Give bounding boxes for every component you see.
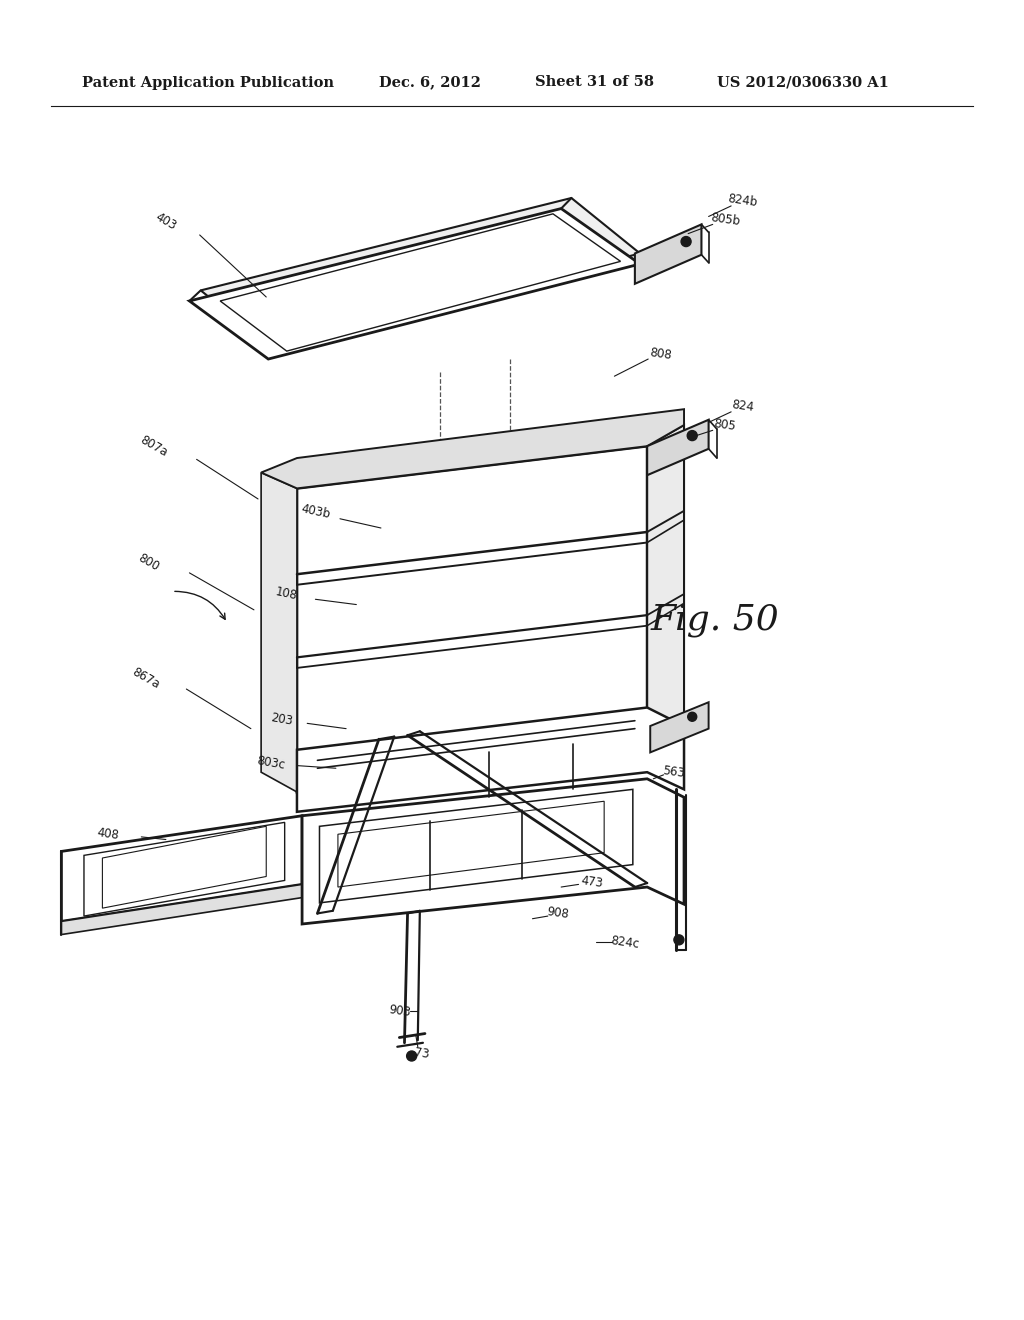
Polygon shape (261, 473, 297, 792)
Text: 807a: 807a (137, 433, 170, 459)
Text: Patent Application Publication: Patent Application Publication (82, 75, 334, 90)
Text: 824c: 824c (609, 935, 640, 950)
Text: US 2012/0306330 A1: US 2012/0306330 A1 (717, 75, 889, 90)
Text: 108: 108 (274, 585, 299, 603)
Text: 824b: 824b (727, 193, 758, 209)
Text: 903: 903 (387, 1003, 412, 1019)
Circle shape (688, 713, 696, 721)
Polygon shape (302, 779, 684, 924)
Polygon shape (201, 198, 640, 347)
Text: 403: 403 (153, 211, 179, 232)
Text: Dec. 6, 2012: Dec. 6, 2012 (379, 75, 481, 90)
Polygon shape (647, 420, 709, 475)
Text: 408: 408 (95, 826, 120, 842)
Polygon shape (261, 409, 684, 488)
Polygon shape (647, 425, 684, 752)
Text: 805: 805 (713, 417, 737, 433)
Polygon shape (635, 224, 701, 284)
Text: 403b: 403b (299, 503, 332, 521)
Text: 803c: 803c (256, 754, 287, 772)
Text: Sheet 31 of 58: Sheet 31 of 58 (535, 75, 653, 90)
Text: 203: 203 (269, 711, 294, 727)
Polygon shape (189, 209, 640, 359)
Circle shape (407, 1051, 417, 1061)
Text: 473: 473 (580, 874, 604, 890)
Polygon shape (650, 702, 709, 752)
Text: 808: 808 (648, 346, 673, 362)
Text: Fig. 50: Fig. 50 (650, 603, 779, 638)
Circle shape (674, 935, 684, 945)
Text: 908: 908 (546, 906, 570, 921)
Text: 867a: 867a (129, 665, 162, 692)
Circle shape (681, 236, 691, 247)
Text: 73: 73 (414, 1045, 430, 1061)
Text: 824: 824 (730, 399, 755, 414)
Polygon shape (297, 446, 647, 792)
Text: 805b: 805b (710, 211, 740, 227)
Polygon shape (297, 708, 684, 812)
Text: 563: 563 (662, 764, 686, 780)
Text: 800: 800 (135, 552, 162, 573)
Circle shape (687, 430, 697, 441)
Polygon shape (61, 816, 302, 921)
Polygon shape (61, 884, 302, 935)
